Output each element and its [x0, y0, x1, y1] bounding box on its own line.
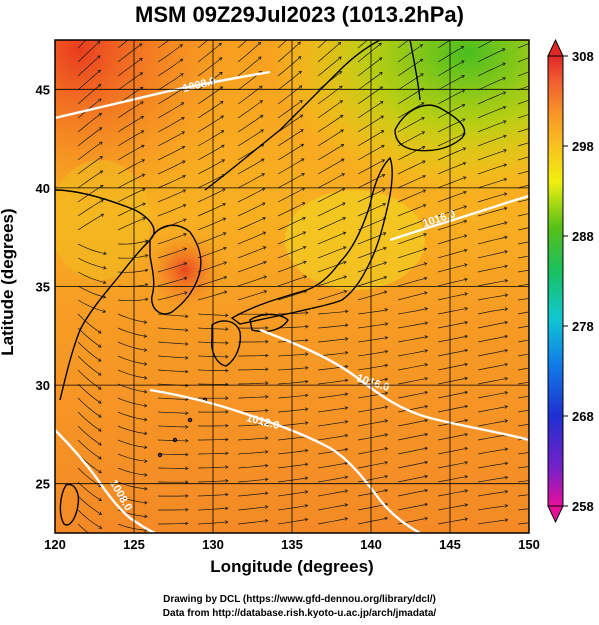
colorbar-tick-label: 298	[572, 139, 594, 154]
y-tick-label: 30	[36, 378, 50, 393]
colorbar-tick-label: 288	[572, 229, 594, 244]
y-tick-label: 35	[36, 280, 50, 295]
isobars	[55, 70, 529, 533]
x-axis-label: Longitude (degrees)	[210, 557, 374, 576]
colorbar: 308 298 288 278 268 258	[547, 38, 594, 524]
y-axis: 25 30 35 40 45	[36, 82, 50, 491]
x-tick-label: 145	[439, 537, 461, 552]
x-axis: 120 125 130 135 140 145 150	[44, 537, 540, 552]
x-tick-label: 130	[202, 537, 224, 552]
colorbar-tick-label: 278	[572, 319, 594, 334]
grid-lines	[55, 40, 529, 533]
plot-frame	[54, 39, 530, 534]
y-tick-label: 45	[36, 82, 50, 97]
colorbar-tick-label: 258	[572, 499, 594, 514]
chart-title: MSM 09Z29Jul2023 (1013.2hPa)	[135, 2, 464, 27]
y-tick-label: 40	[36, 181, 50, 196]
y-axis-label: Latitude (degrees)	[0, 208, 17, 356]
coastlines	[55, 40, 466, 526]
colorbar-upper-arrow	[547, 38, 564, 57]
x-tick-label: 140	[360, 537, 382, 552]
colorbar-lower-arrow	[547, 505, 564, 524]
x-tick-label: 135	[281, 537, 303, 552]
colorbar-tick-label: 268	[572, 409, 594, 424]
footer-credit-data: Data from http://database.rish.kyoto-u.a…	[162, 608, 437, 619]
colorbar-tick-label: 308	[572, 49, 594, 64]
x-tick-label: 125	[123, 537, 145, 552]
footer-credit-drawing: Drawing by DCL (https://www.gfd-dennou.o…	[163, 594, 436, 605]
y-tick-label: 25	[36, 477, 50, 492]
x-tick-label: 120	[44, 537, 66, 552]
wind-streamlines	[77, 40, 529, 533]
x-tick-label: 150	[518, 537, 540, 552]
